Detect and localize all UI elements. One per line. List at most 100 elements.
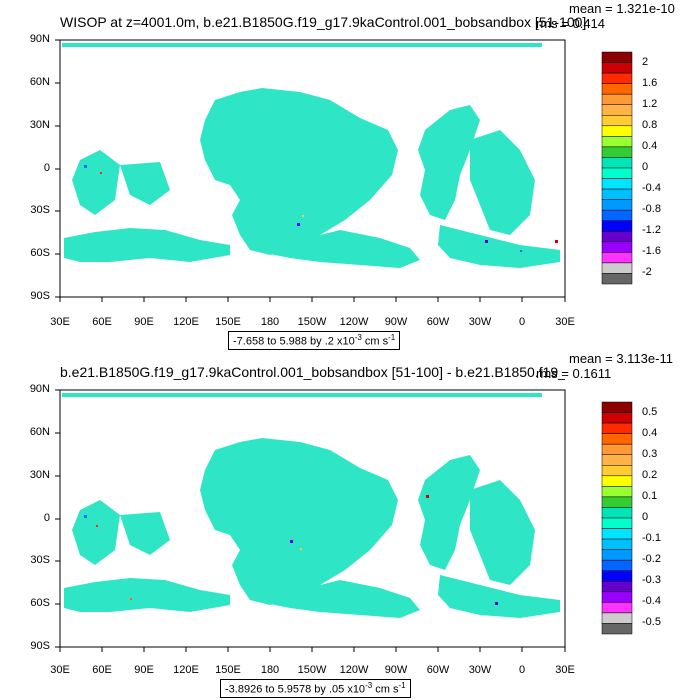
colorbar-swatch — [601, 475, 633, 487]
p1-lat-30s: 30S — [30, 204, 50, 216]
colorbar-label: -0.4 — [642, 595, 661, 608]
colorbar-swatch — [601, 188, 633, 200]
panel1-title: WISOP at z=4001.0m, b.e21.B1850G.f19_g17… — [60, 14, 587, 30]
colorbar-swatch — [601, 104, 633, 116]
panel1-range-units: cm s — [361, 335, 389, 348]
panel2-colorbar — [601, 401, 633, 635]
colorbar-swatch — [601, 465, 633, 477]
p1-lon-60e: 60E — [92, 316, 112, 328]
colorbar-swatch — [601, 231, 633, 243]
colorbar-label: 0.4 — [642, 139, 658, 152]
colorbar-swatch — [601, 570, 633, 582]
panel2-speckles — [84, 495, 498, 605]
panel2-ocean-field — [62, 393, 560, 618]
p2-lon-150w: 150W — [297, 664, 327, 676]
colorbar-swatch — [601, 209, 633, 221]
p1-lat-90s: 90S — [30, 290, 50, 302]
p1-lon-90w: 90W — [384, 316, 408, 328]
colorbar-label: 0.5 — [642, 405, 658, 418]
colorbar-swatch — [601, 401, 633, 413]
colorbar-swatch — [601, 538, 633, 550]
colorbar-swatch — [601, 496, 633, 508]
colorbar-swatch — [601, 507, 633, 519]
colorbar-swatch — [601, 454, 633, 466]
colorbar-label: 0.8 — [642, 118, 658, 131]
colorbar-swatch — [601, 517, 633, 529]
colorbar-label: 0 — [642, 161, 649, 173]
p1-lon-150e: 150E — [215, 316, 241, 328]
panel2-range-units: cm s — [372, 683, 399, 696]
p2-lat-60s: 60S — [30, 597, 50, 609]
p2-lon-30e: 30E — [50, 664, 70, 676]
p2-lon-90e: 90E — [134, 664, 154, 676]
panel2-mean: mean = 3.113e-11 — [569, 351, 673, 366]
colorbar-swatch — [601, 178, 633, 190]
colorbar-swatch — [601, 612, 633, 624]
panel2-range-box: -3.8926 to 5.9578 by .05 x10-3 cm s-1 — [220, 679, 411, 698]
panel1-ocean-field — [62, 43, 560, 268]
colorbar-swatch — [601, 433, 633, 445]
panel2-map — [55, 389, 566, 652]
colorbar-label: 1.6 — [642, 76, 658, 89]
p1-lon-90e: 90E — [134, 316, 154, 328]
colorbar-swatch — [601, 581, 633, 593]
colorbar-swatch — [601, 51, 633, 63]
p1-lat-90n: 90N — [29, 33, 50, 45]
p2-lat-30n: 30N — [29, 469, 50, 481]
p2-lon-0: 0 — [518, 664, 526, 676]
colorbar-swatch — [601, 157, 633, 169]
colorbar-swatch — [601, 167, 633, 179]
p1-lon-30w: 30W — [468, 316, 492, 328]
colorbar-label: -0.1 — [642, 532, 661, 545]
p1-lat-0: 0 — [43, 162, 50, 174]
colorbar-swatch — [601, 146, 633, 158]
colorbar-label: -0.4 — [642, 182, 661, 195]
colorbar-swatch — [601, 486, 633, 498]
p2-lat-30s: 30S — [30, 554, 50, 566]
p1-lon-180: 180 — [260, 316, 280, 328]
colorbar-label: -1.6 — [642, 245, 661, 258]
panel1-range-exp: -3 — [354, 333, 362, 342]
panel1-colorbar — [601, 51, 633, 285]
p2-lon-120w: 120W — [339, 664, 369, 676]
colorbar-swatch — [601, 252, 633, 264]
colorbar-swatch — [601, 623, 633, 635]
p2-lat-90s: 90S — [30, 640, 50, 652]
colorbar-label: 0.2 — [642, 468, 658, 481]
panel1-mean: mean = 1.321e-10 — [569, 1, 675, 16]
colorbar-label: -0.2 — [642, 553, 661, 566]
panel2-rms: rms = 0.1611 — [536, 366, 612, 381]
p2-lon-180: 180 — [260, 664, 280, 676]
colorbar-label: -0.8 — [642, 203, 661, 216]
colorbar-swatch — [601, 528, 633, 540]
panel2-title: b.e21.B1850G.f19_g17.9kaControl.001_bobs… — [60, 364, 565, 380]
panel2-range-exp: -3 — [365, 681, 373, 690]
colorbar-label: 0.3 — [642, 447, 658, 460]
panel1-rms: rms = 0.414 — [536, 16, 606, 31]
colorbar-swatch — [601, 220, 633, 232]
p1-lon-120w: 120W — [339, 316, 369, 328]
p2-lon-60w: 60W — [426, 664, 450, 676]
panel2-range-units-exp: -1 — [398, 681, 406, 690]
colorbar-label: -0.3 — [642, 574, 661, 587]
colorbar-swatch — [601, 591, 633, 603]
p1-lon-0: 0 — [518, 316, 526, 328]
p1-lat-60n: 60N — [29, 76, 50, 88]
p2-lon-60e: 60E — [92, 664, 112, 676]
colorbar-swatch — [601, 136, 633, 148]
p2-lon-30e-end: 30E — [555, 664, 575, 676]
p1-lon-150w: 150W — [297, 316, 327, 328]
colorbar-swatch — [601, 199, 633, 211]
colorbar-swatch — [601, 72, 633, 84]
p2-lon-120e: 120E — [173, 664, 199, 676]
p2-lon-90w: 90W — [384, 664, 408, 676]
panel1-speckles — [84, 165, 558, 252]
colorbar-label: -2 — [642, 266, 652, 279]
colorbar-swatch — [601, 412, 633, 424]
colorbar-label: 0 — [642, 511, 649, 523]
colorbar-swatch — [601, 443, 633, 455]
colorbar-swatch — [601, 125, 633, 137]
colorbar-label: -1.2 — [642, 224, 661, 237]
p1-lat-30n: 30N — [29, 119, 50, 131]
